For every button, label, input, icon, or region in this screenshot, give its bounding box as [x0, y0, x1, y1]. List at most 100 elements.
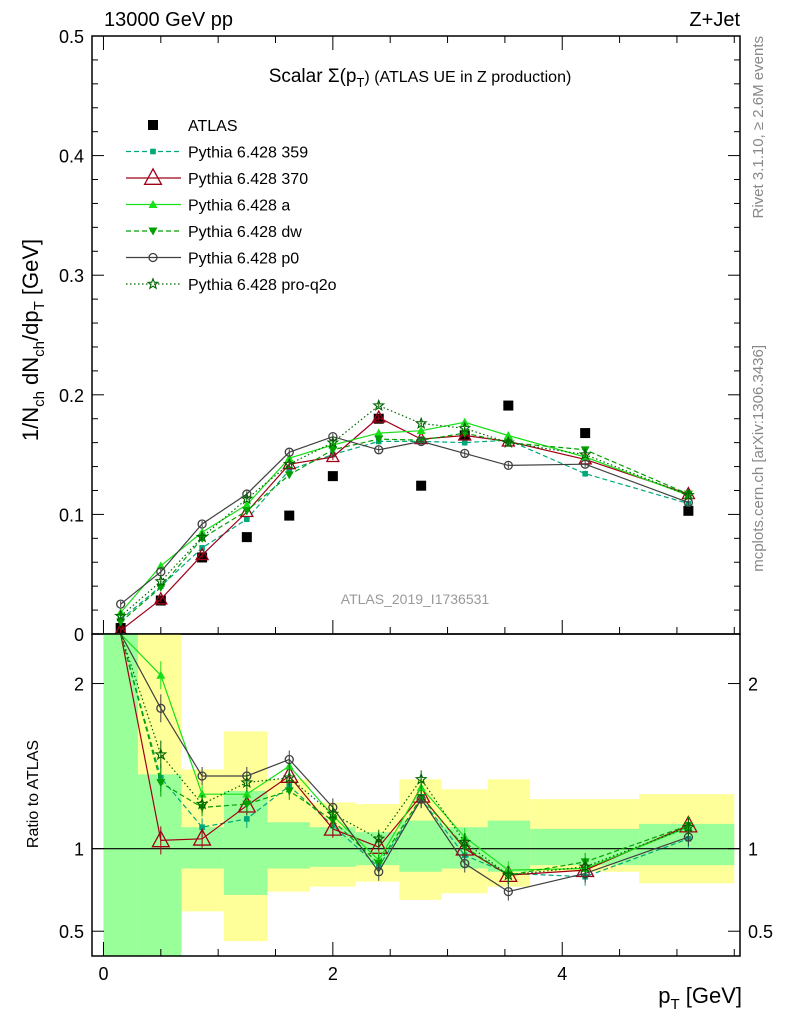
- ratio-y-tick-label-right: 0.5: [748, 922, 773, 942]
- pq2o-ratio-point: [326, 807, 340, 820]
- atlas-data-point: [683, 505, 694, 516]
- legend-marker: [150, 148, 156, 155]
- pa-data-point: [503, 430, 513, 439]
- pp0-ratio-point: [156, 703, 166, 713]
- pa-data-point: [242, 500, 252, 509]
- pp0-data-point: [197, 519, 207, 529]
- ratio-y-tick-label: 1: [74, 840, 84, 860]
- pq2o-data-point: [681, 488, 695, 501]
- pp0-data-point: [416, 436, 426, 447]
- main-y-ticks: 0 0.1 0.2 0.3 0.4 0.5: [59, 27, 740, 645]
- pdw-ratio-point: [284, 787, 294, 796]
- p370-data-point: [153, 591, 168, 605]
- pdw-data-point: [374, 435, 384, 444]
- p359-ratio-point: [199, 824, 205, 830]
- main-y-axis-label: 1/Nch dNch/dpT [GeV]: [18, 239, 48, 441]
- ratio-ticks: 0.5 0.5 1 1 2 2 0 2 4: [59, 36, 773, 984]
- ratio-marks: [120, 633, 698, 901]
- ratio-y-tick-label: 0.5: [59, 922, 84, 942]
- pa-line: [120, 421, 689, 613]
- main-y-tick-label: 0.1: [59, 505, 84, 525]
- p359-data-point: [582, 470, 588, 477]
- p359-line: [120, 439, 689, 621]
- pq2o-ratio-point: [282, 770, 296, 784]
- pp0-ratio-point: [460, 858, 470, 869]
- pq2o-ratio-point: [372, 832, 386, 845]
- atlas-data-point: [327, 471, 338, 482]
- pdw-ratio-point: [156, 779, 166, 788]
- atlas-data-point: [284, 510, 295, 521]
- header-right-label: Z+Jet: [689, 9, 740, 31]
- legend: ATLAS Pythia 6.428 359 Pythia 6.428 370 Pyt…: [126, 118, 337, 294]
- ratio-y-tick-label: 2: [74, 675, 84, 695]
- rivet-label: Rivet 3.1.10, ≥ 2.6M events: [750, 36, 767, 219]
- pp0-data-point: [116, 599, 126, 609]
- x-tick-label: 4: [557, 964, 567, 984]
- pq2o-ratio-point: [501, 868, 515, 881]
- main-title-sub: T: [356, 75, 364, 90]
- p370-data-point: [457, 427, 472, 441]
- legend-marker: [143, 167, 163, 185]
- pp0-data-point: [580, 459, 590, 469]
- main-y-tick-label: 0: [74, 625, 84, 645]
- pdw-ratio-line: [120, 633, 689, 876]
- ratio-band-inner: [103, 634, 138, 956]
- x-axis-label-sub: T: [670, 996, 679, 1013]
- pdw-line: [120, 432, 689, 623]
- legend-label: Pythia 6.428 dw: [188, 224, 302, 241]
- main-panel: 0 0.1 0.2 0.3 0.4 0.5 Scalar Σ(pT) (ATLAS UE …: [18, 27, 741, 645]
- pdw-data-point: [284, 471, 294, 480]
- pq2o-ratio-point: [414, 772, 428, 785]
- legend-marker: [148, 252, 158, 263]
- pq2o-ratio-point: [240, 775, 254, 789]
- pq2o-ratio-point: [681, 820, 695, 833]
- pa-ratio-point: [156, 670, 166, 679]
- main-title: Scalar Σ(pT) (ATLAS UE in Z production): [269, 66, 572, 90]
- pp0-line: [120, 436, 689, 605]
- p370-data-point: [282, 456, 297, 470]
- legend-marker: [146, 277, 160, 290]
- pp0-ratio-point: [503, 886, 513, 897]
- atlas-data-point: [241, 532, 252, 543]
- pa-data-point: [416, 426, 426, 435]
- legend-marker: [148, 200, 158, 208]
- pp0-data-point: [683, 497, 694, 508]
- ratio-band-inner: [137, 774, 182, 956]
- pq2o-data-point: [240, 492, 254, 505]
- pdw-data-point: [328, 446, 338, 455]
- pq2o-ratio-point: [154, 747, 168, 761]
- atlas-data-point: [503, 400, 514, 411]
- pa-ratio-point: [242, 789, 252, 798]
- ratio-band-inner: [399, 820, 442, 872]
- x-axis-label-rest: [GeV]: [680, 983, 742, 1008]
- pq2o-data-point: [501, 435, 515, 449]
- ratio-panel: 0.5 0.51 12 20 2 4 Ratio to ATLAS pT [GeV]: [25, 36, 773, 1013]
- p359-data-point: [244, 516, 250, 522]
- ratio-frame: [91, 633, 741, 957]
- ratio-band-inner: [487, 820, 531, 872]
- p370-ratio-point: [151, 829, 171, 848]
- pq2o-ratio-line: [120, 633, 689, 876]
- main-title-rest: ) (ATLAS UE in Z production): [364, 69, 571, 86]
- pa-ratio-line: [120, 633, 689, 871]
- pq2o-data-point: [414, 416, 428, 429]
- pa-data-point: [156, 561, 166, 570]
- header-left-label: 13000 GeV pp: [104, 9, 233, 31]
- pq2o-data-point: [114, 609, 128, 622]
- x-axis-label-main: p: [658, 983, 670, 1008]
- pq2o-line: [120, 404, 689, 617]
- atlas-data-point: [416, 480, 427, 491]
- pdw-data-point: [116, 618, 126, 627]
- pdw-ratio-point: [242, 800, 252, 809]
- pa-data-point: [374, 428, 384, 437]
- p370-data-point: [239, 504, 254, 518]
- pq2o-data-point: [326, 435, 340, 449]
- x-tick-label: 0: [98, 964, 108, 984]
- pp0-ratio-point: [416, 794, 426, 804]
- ratio-band-inner: [267, 822, 310, 869]
- atlas-data-point: [580, 428, 591, 439]
- pq2o-data-point: [458, 421, 472, 434]
- pq2o-data-point: [578, 447, 592, 461]
- pq2o-ratio-point: [578, 860, 592, 873]
